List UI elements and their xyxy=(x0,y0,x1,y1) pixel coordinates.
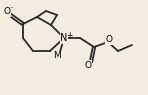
Text: O: O xyxy=(106,36,112,44)
Text: ⁻: ⁻ xyxy=(9,6,13,12)
Text: N: N xyxy=(60,33,68,43)
Text: O: O xyxy=(85,61,91,70)
Text: +: + xyxy=(66,30,72,40)
Text: O: O xyxy=(4,8,11,17)
Text: M: M xyxy=(53,51,61,61)
